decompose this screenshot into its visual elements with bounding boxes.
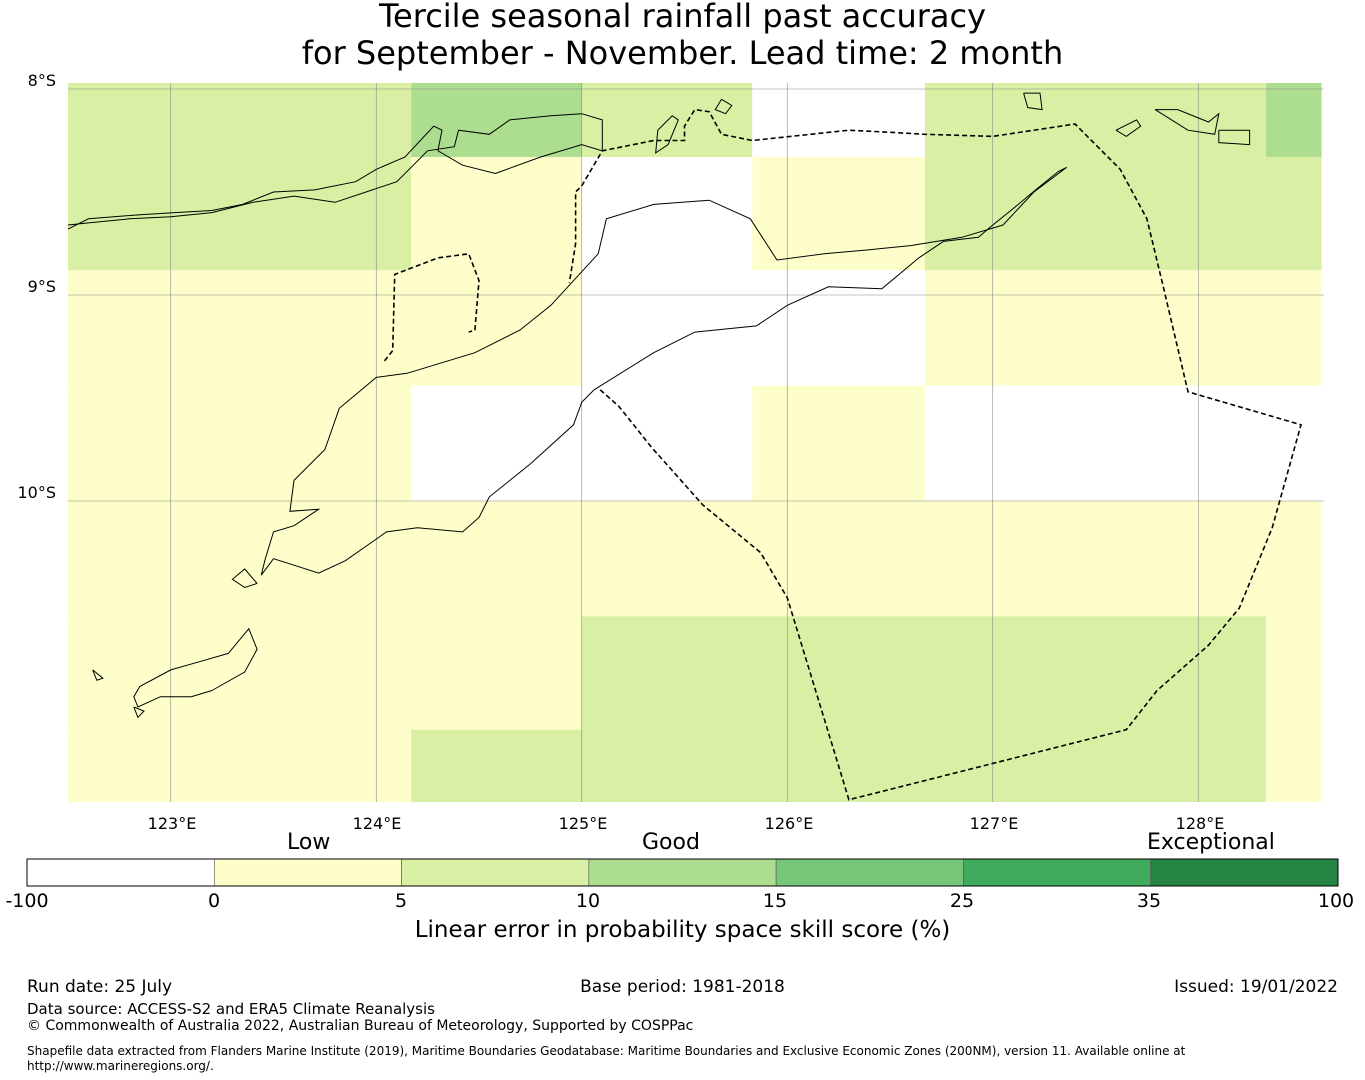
- skill-grid-cell: [752, 385, 925, 501]
- oecusse-boundary: [383, 252, 480, 362]
- skill-grid-cell: [411, 156, 582, 271]
- colorbar-category-low: Low: [287, 830, 331, 855]
- skill-grid-cell: [752, 83, 925, 157]
- island-coastline: [133, 627, 258, 708]
- island-coastline: [1154, 109, 1220, 135]
- data-source: Data source: ACCESS-S2 and ERA5 Climate …: [27, 1000, 435, 1018]
- lat-label-10s: 10°S: [17, 483, 56, 502]
- lon-label-125e: 125°E: [558, 814, 608, 833]
- lon-label-124e: 124°E: [352, 814, 402, 833]
- skill-grid-cell: [924, 83, 1267, 157]
- run-date: Run date: 25 July: [27, 977, 173, 997]
- colorbar-tick: 25: [949, 890, 975, 912]
- colorbar: [26, 858, 1339, 887]
- skill-grid-cell: [1266, 616, 1322, 802]
- colorbar-tick: -100: [5, 890, 49, 912]
- skill-grid-cell: [1266, 83, 1322, 157]
- colorbar-outline: [26, 858, 1339, 887]
- colorbar-bin: [213, 858, 402, 887]
- chart-title-line1: Tercile seasonal rainfall past accuracy: [378, 0, 987, 35]
- lon-label-128e: 128°E: [1175, 814, 1225, 833]
- island-coastline: [655, 115, 679, 154]
- skill-grid-cell: [581, 616, 1267, 802]
- colorbar-category-good: Good: [642, 830, 700, 855]
- shapefile-credit-line2: http://www.marineregions.org/.: [27, 1059, 214, 1073]
- colorbar-bin: [963, 858, 1152, 887]
- colorbar-bin: [775, 858, 964, 887]
- island-coastline: [231, 568, 258, 589]
- island-coastline: [133, 706, 145, 719]
- timor-coastline: [260, 166, 1068, 576]
- skill-grid-cell: [68, 270, 582, 386]
- colorbar-title: Linear error in probability space skill …: [414, 917, 951, 943]
- issued-date: Issued: 19/01/2022: [1174, 977, 1338, 997]
- island-coastline: [1023, 92, 1043, 111]
- skill-grid-cell: [924, 156, 1322, 271]
- skill-grid-cell: [68, 501, 1322, 617]
- skill-grid-cell: [68, 616, 582, 730]
- lon-label-127e: 127°E: [969, 814, 1019, 833]
- colorbar-bin: [1150, 858, 1339, 887]
- skill-grid-cell: [752, 156, 925, 271]
- map-plot: [67, 83, 1324, 802]
- colorbar-bin: [401, 858, 590, 887]
- colorbar-tick: 5: [394, 890, 408, 912]
- colorbar-category-exceptional: Exceptional: [1147, 830, 1275, 855]
- skill-grid-cell: [581, 83, 753, 157]
- colorbar-tick: 0: [207, 890, 221, 912]
- skill-grid-cell: [411, 83, 582, 157]
- eez-boundary: [568, 108, 1302, 801]
- island-coastline: [1115, 119, 1142, 137]
- colorbar-bin: [588, 858, 777, 887]
- colorbar-bin: [26, 858, 215, 887]
- skill-grid-cell: [68, 729, 412, 802]
- chart-title-line2: for September - November. Lead time: 2 m…: [301, 34, 1064, 72]
- skill-grid-cell: [581, 270, 925, 386]
- lat-label-9s: 9°S: [27, 277, 56, 296]
- colorbar-tick: 35: [1136, 890, 1162, 912]
- skill-grid-cell: [68, 83, 412, 271]
- lon-label-123e: 123°E: [147, 814, 197, 833]
- skill-grid-cell: [581, 156, 753, 271]
- skill-grid-cell: [411, 729, 582, 802]
- shapefile-credit-line1: Shapefile data extracted from Flanders M…: [27, 1044, 1186, 1058]
- colorbar-tick: 15: [762, 890, 788, 912]
- skill-grid-cell: [68, 385, 412, 501]
- skill-grid-cell: [924, 270, 1322, 386]
- copyright: © Commonwealth of Australia 2022, Austra…: [27, 1018, 694, 1034]
- island-coastline: [1218, 129, 1251, 146]
- colorbar-tick: 10: [575, 890, 601, 912]
- colorbar-tick: 100: [1317, 890, 1355, 912]
- lon-label-126e: 126°E: [764, 814, 814, 833]
- base-period: Base period: 1981-2018: [580, 977, 785, 997]
- island-coastline: [92, 669, 104, 681]
- island-coastline: [714, 98, 733, 115]
- lat-label-8s: 8°S: [27, 71, 56, 90]
- skill-grid-cell: [924, 385, 1322, 501]
